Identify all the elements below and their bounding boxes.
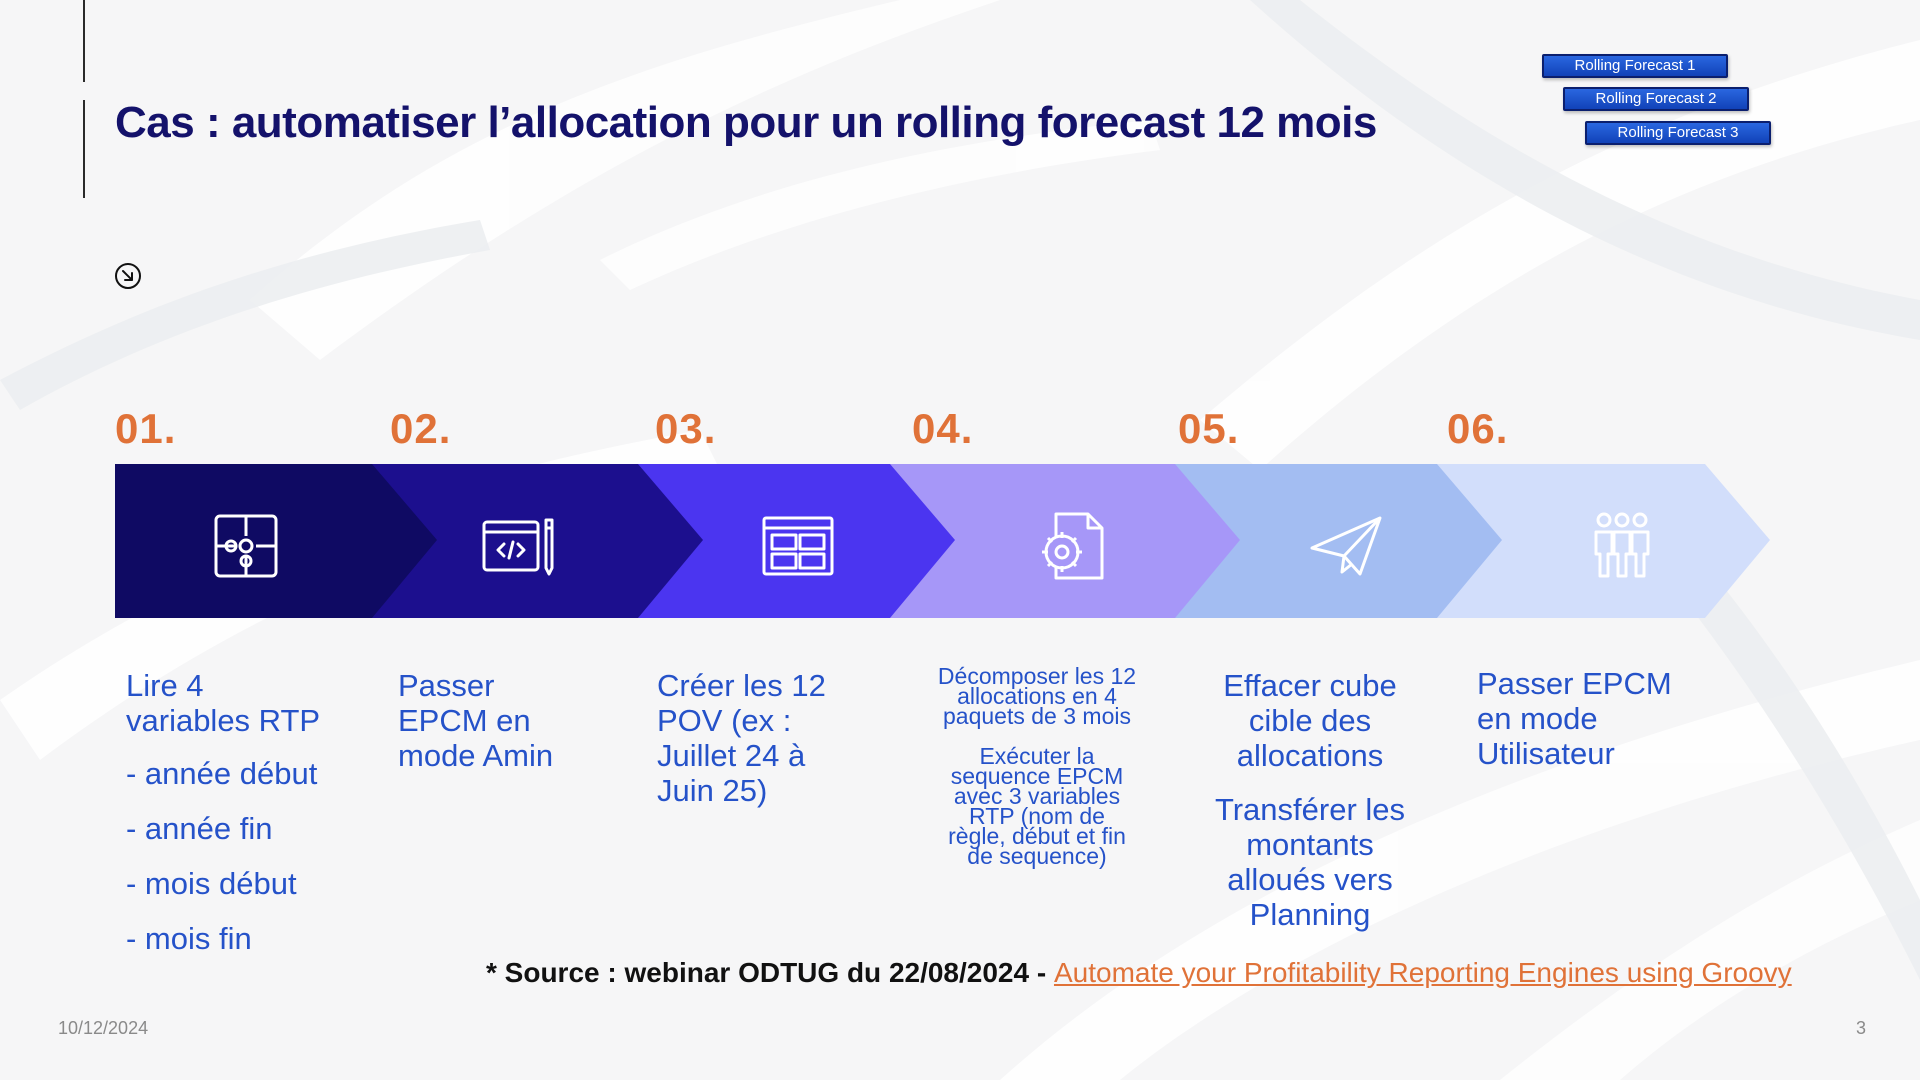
step-05-line: allocations	[1236, 738, 1384, 773]
step-04-line: RTP (nom de	[969, 803, 1105, 829]
step-03-line: Juin 25)	[657, 773, 768, 808]
step-01-bullet: - mois fin	[126, 921, 252, 956]
step-01-line: variables RTP	[126, 703, 321, 738]
step-01-line: Lire 4	[126, 668, 204, 703]
step-01-bullet: - année fin	[126, 811, 273, 846]
step-number-02: 02.	[390, 405, 452, 452]
step-06-description: Passer EPCM en mode Utilisateur	[1477, 666, 1672, 771]
chevron-step-05	[1175, 464, 1502, 618]
step-04-line: allocations en 4	[957, 683, 1117, 709]
users-group-icon	[1594, 512, 1650, 578]
chevron-step-06	[1435, 464, 1770, 618]
step-04-line: Exécuter la	[979, 743, 1095, 769]
step-06-line: Utilisateur	[1477, 736, 1615, 771]
step-05-line: alloués vers	[1227, 862, 1393, 897]
step-01-description: Lire 4 variables RTP - année début - ann…	[126, 668, 320, 956]
step-number-06: 06.	[1447, 405, 1509, 452]
step-03-line: Juillet 24 à	[657, 738, 806, 773]
paper-plane-icon	[1310, 516, 1382, 576]
step-01-bullet: - année début	[126, 756, 318, 791]
step-03-line: POV (ex :	[657, 703, 792, 738]
step-04-line: paquets de 3 mois	[943, 703, 1131, 729]
step-01-bullet: - mois début	[126, 866, 297, 901]
dashboard-layout-icon	[762, 516, 834, 576]
step-03-description: Créer les 12 POV (ex : Juillet 24 à Juin…	[657, 668, 826, 808]
step-04-description: Décomposer les 12 allocations en 4 paque…	[912, 663, 1162, 869]
step-03-line: Créer les 12	[657, 668, 826, 703]
step-05-line: Planning	[1249, 897, 1371, 932]
title-divider-line	[83, 100, 85, 198]
step-02-line: mode Amin	[398, 738, 554, 773]
step-04-line: Décomposer les 12	[937, 663, 1137, 689]
step-04-line: de sequence)	[967, 843, 1107, 869]
step-05-description: Effacer cube cible des allocations Trans…	[1180, 668, 1440, 932]
step-05-line: Transférer les	[1214, 792, 1406, 827]
step-04-line: règle, début et fin	[948, 823, 1126, 849]
page-title: Cas : automatiser l’allocation pour un r…	[115, 98, 1377, 147]
rolling-forecast-tag-1: Rolling Forecast 1	[1542, 54, 1728, 78]
step-number-01: 01.	[115, 405, 177, 452]
footer-date: 10/12/2024	[58, 1018, 149, 1038]
code-window-pencil-icon	[482, 518, 554, 576]
step-02-description: Passer EPCM en mode Amin	[398, 668, 553, 773]
step-05-line: montants	[1246, 827, 1374, 862]
top-divider-line	[83, 0, 85, 82]
step-04-line: avec 3 variables	[953, 783, 1121, 809]
source-note: * Source : webinar ODTUG du 22/08/2024 -…	[486, 957, 1792, 989]
rolling-forecast-tag-2: Rolling Forecast 2	[1563, 87, 1749, 111]
source-link[interactable]: Automate your Profitability Reporting En…	[1053, 957, 1792, 988]
step-number-04: 04.	[912, 405, 974, 452]
step-05-line: Effacer cube	[1223, 668, 1397, 703]
step-04-line: sequence EPCM	[950, 763, 1124, 789]
rolling-forecast-tag-3: Rolling Forecast 3	[1585, 121, 1771, 145]
step-06-line: en mode	[1477, 701, 1598, 736]
step-05-spacer	[1180, 773, 1440, 792]
step-02-line: Passer	[398, 668, 495, 703]
step-06-line: Passer EPCM	[1477, 666, 1672, 701]
step-number-05: 05.	[1178, 405, 1240, 452]
source-prefix: * Source : webinar ODTUG du 22/08/2024 -	[486, 957, 1054, 988]
puzzle-icon	[214, 514, 278, 578]
step-number-03: 03.	[655, 405, 717, 452]
step-02-line: EPCM en	[398, 703, 531, 738]
circle-arrow-icon	[115, 263, 141, 289]
document-gear-icon	[1042, 512, 1104, 580]
step-05-line: cible des	[1248, 703, 1372, 738]
page-number: 3	[1856, 1018, 1867, 1038]
